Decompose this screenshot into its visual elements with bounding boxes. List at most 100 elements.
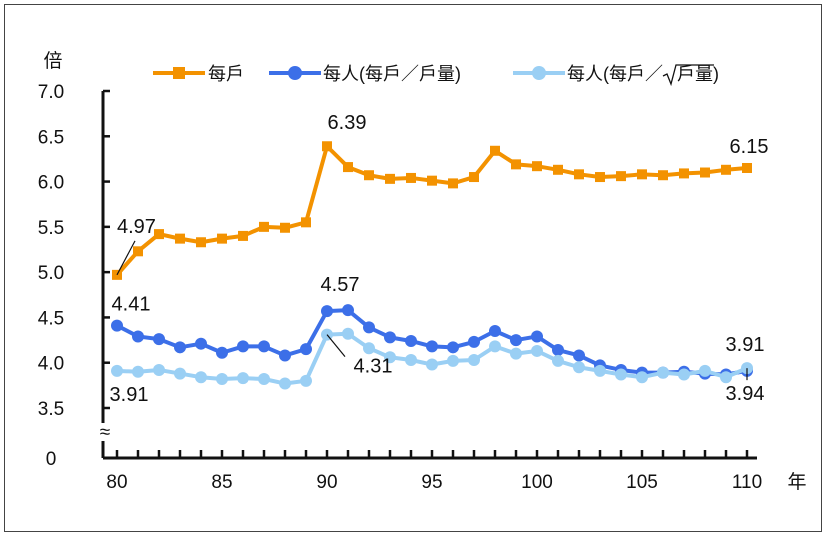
- series-1-point-88: [279, 349, 291, 362]
- series-2-point-103: [594, 364, 606, 377]
- y-axis-label: 倍: [43, 50, 62, 72]
- series-2-point-97: [468, 353, 480, 366]
- legend-label-per-person-divide: 每人(每戶／戶量): [323, 64, 461, 84]
- series-0-point-88: [280, 222, 290, 233]
- y-tick-label-2: 6.0: [38, 173, 64, 194]
- series-0-point-89: [301, 217, 311, 228]
- series-1-point-93: [384, 331, 396, 344]
- series-1-point-99: [510, 334, 522, 347]
- series-1-point-84: [195, 337, 207, 350]
- series-2-point-88: [279, 377, 291, 390]
- series-2-point-100: [531, 344, 543, 357]
- line-chart: 倍 年 每戶 每人(每戶／戶量) 每人(每戶／ 戶量) 7.06.56.05.55…: [38, 50, 807, 493]
- series-1-point-91: [342, 304, 354, 317]
- series-0-point-92: [364, 170, 374, 181]
- series-1-point-96: [447, 341, 459, 354]
- data-label-0-0: 4.97: [117, 216, 156, 238]
- axes: 7.0 6.5 6.0 5.5 5.0 4.5 4.0 3.5 0 ≈80 85 90 95 100 105…: [38, 82, 762, 493]
- series-0-point-91: [343, 162, 353, 173]
- series-0-point-86: [238, 230, 248, 241]
- series-2-point-108: [699, 364, 711, 377]
- legend-label-household: 每戶: [208, 64, 244, 84]
- data-label-0-30: 6.15: [730, 136, 769, 158]
- series-line-0: [115, 144, 748, 277]
- data-label-1-30: 3.91: [726, 334, 765, 356]
- series-2-point-109: [720, 371, 732, 384]
- series-0-point-98: [490, 145, 500, 156]
- series-2-point-95: [426, 358, 438, 371]
- series-1-point-100: [531, 330, 543, 343]
- sqrt-sign: [662, 64, 714, 87]
- y-tick-label-1: 6.5: [38, 127, 64, 148]
- series-1-point-101: [552, 344, 564, 357]
- series-2-point-82: [153, 363, 165, 376]
- series-2-point-105: [636, 371, 648, 384]
- series-2-point-81: [132, 365, 144, 378]
- legend-item-per-person-sqrt: 每人(每戶／ 戶量): [513, 64, 719, 87]
- series-2-point-92: [363, 342, 375, 355]
- legend: 每戶 每人(每戶／戶量) 每人(每戶／ 戶量): [153, 64, 719, 87]
- series-0-point-106: [658, 170, 668, 181]
- series-1-point-87: [258, 340, 270, 353]
- x-tick-label-85: 85: [211, 472, 232, 493]
- series-0-point-100: [532, 161, 542, 172]
- series-1-point-89: [300, 343, 312, 356]
- y-tick-label-8: 0: [46, 449, 57, 470]
- series-1-point-102: [573, 349, 585, 362]
- series-1-point-80: [111, 319, 123, 332]
- series-1-point-97: [468, 335, 480, 348]
- series-0-point-104: [616, 171, 626, 182]
- series-0-point-82: [154, 229, 164, 240]
- series-0-point-101: [553, 164, 563, 175]
- series-layer: [111, 141, 753, 390]
- series-1-point-83: [174, 341, 186, 354]
- series-0-point-96: [448, 178, 458, 189]
- leader-line-0: [116, 240, 136, 276]
- legend-item-household: 每戶: [153, 64, 244, 84]
- series-1-point-81: [132, 330, 144, 343]
- data-label-2-10: 4.31: [354, 356, 393, 378]
- series-0-point-105: [637, 169, 647, 180]
- series-2-point-106: [657, 366, 669, 379]
- series-2-point-107: [678, 368, 690, 381]
- series-2-point-86: [237, 372, 249, 385]
- series-2-point-93: [384, 351, 396, 364]
- series-2-point-91: [342, 327, 354, 340]
- y-tick-label-6: 4.0: [38, 354, 64, 375]
- series-0-point-102: [574, 169, 584, 180]
- series-2-point-80: [111, 364, 123, 377]
- series-2: [111, 327, 753, 390]
- series-1-point-98: [489, 325, 501, 338]
- x-tick-label-80: 80: [106, 472, 127, 493]
- series-2-point-96: [447, 354, 459, 367]
- series-2-point-89: [300, 374, 312, 387]
- series-0: [112, 141, 752, 280]
- series-0-point-93: [385, 173, 395, 184]
- series-0-point-99: [511, 159, 521, 170]
- series-0-point-109: [721, 164, 731, 175]
- series-2-point-101: [552, 354, 564, 367]
- series-0-point-103: [595, 172, 605, 183]
- data-labels-layer: 4.97 6.39 6.15 4.41 4.57 3.91 3.91 4.31 3.94: [110, 112, 769, 406]
- legend-label-sqrt-root: 戶量: [677, 64, 713, 84]
- chart-frame: 倍 年 每戶 每人(每戶／戶量) 每人(每戶／ 戶量) 7.0 6.5 6.0 5.5 5…: [4, 4, 822, 532]
- data-label-2-0: 3.91: [110, 384, 149, 406]
- series-1-point-94: [405, 334, 417, 347]
- series-0-point-87: [259, 221, 269, 232]
- series-0-point-85: [217, 233, 227, 244]
- data-label-1-0: 4.41: [112, 294, 151, 316]
- series-1-point-92: [363, 321, 375, 334]
- series-0-point-94: [406, 172, 416, 183]
- x-axis-label: 年: [787, 471, 806, 493]
- series-0-point-83: [175, 233, 185, 244]
- y-tick-label-5: 4.5: [38, 308, 64, 329]
- data-label-0-10: 6.39: [328, 112, 367, 134]
- x-tick-label-110: 110: [732, 472, 762, 493]
- series-1-point-95: [426, 340, 438, 353]
- series-1-point-85: [216, 346, 228, 359]
- y-tick-label-7: 3.5: [38, 399, 64, 420]
- legend-marker-household: [173, 67, 185, 79]
- series-2-point-84: [195, 371, 207, 384]
- legend-item-per-person-divide: 每人(每戶／戶量): [269, 64, 461, 84]
- series-2-point-102: [573, 361, 585, 374]
